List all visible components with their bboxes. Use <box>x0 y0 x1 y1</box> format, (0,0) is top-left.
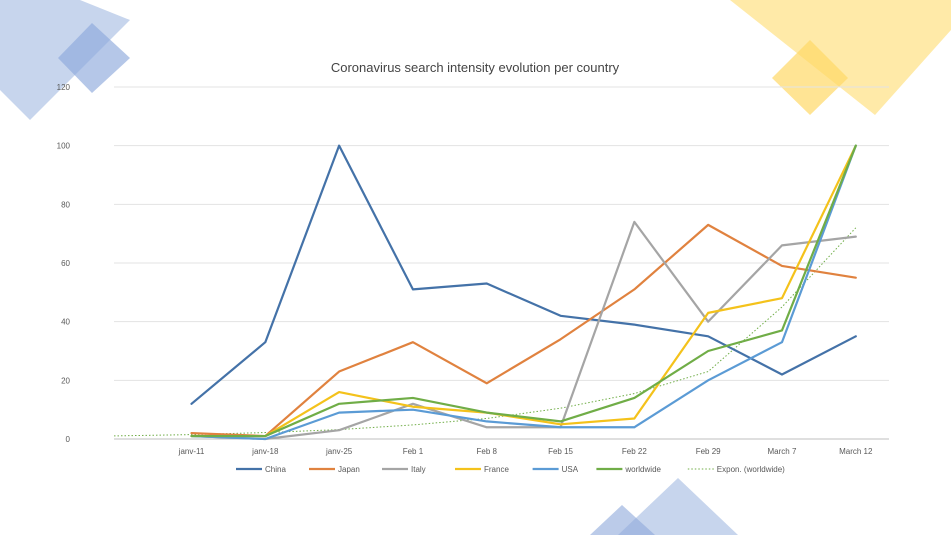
x-tick-label: Feb 15 <box>548 447 573 456</box>
decor-diamond-top-right-large <box>730 0 951 115</box>
y-tick-label: 40 <box>61 318 70 327</box>
decor-diamond-top-right-small <box>772 40 848 115</box>
series-line-usa <box>190 144 857 441</box>
legend: China Japan Italy France USA worldwide Expon. … <box>236 465 785 474</box>
x-tick-label: Feb 29 <box>696 447 721 456</box>
series-line-japan <box>190 223 857 438</box>
series-line-italy <box>190 220 857 441</box>
y-tick-label: 100 <box>57 142 71 151</box>
y-tick-label: 0 <box>66 435 71 444</box>
legend-label: Japan <box>338 465 360 474</box>
x-tick-label: janv-18 <box>251 447 279 456</box>
legend-label: France <box>484 465 509 474</box>
y-axis: 0 20 40 60 80 100 120 <box>57 83 71 444</box>
series-line-france <box>190 144 857 438</box>
series-line-worldwide <box>190 144 857 438</box>
decor-diamond-bottom-large <box>618 478 738 535</box>
x-tick-label: Feb 22 <box>622 447 647 456</box>
x-tick-label: janv-25 <box>325 447 353 456</box>
legend-label: USA <box>562 465 579 474</box>
series-line-china <box>190 144 857 405</box>
legend-label: Expon. (worldwide) <box>717 465 785 474</box>
legend-label: Italy <box>411 465 426 474</box>
x-tick-label: janv-11 <box>178 447 205 456</box>
x-tick-label: March 12 <box>839 447 873 456</box>
y-tick-label: 80 <box>61 200 70 209</box>
x-tick-label: Feb 1 <box>403 447 424 456</box>
chart-title: Coronavirus search intensity evolution p… <box>331 60 620 75</box>
x-axis: janv-11 janv-18 janv-25 Feb 1 Feb 8 Feb 15 Feb… <box>178 447 873 456</box>
legend-label: China <box>265 465 286 474</box>
y-tick-label: 120 <box>57 83 71 92</box>
x-tick-label: March 7 <box>768 447 797 456</box>
y-tick-label: 20 <box>61 376 70 385</box>
x-tick-label: Feb 8 <box>477 447 498 456</box>
grid <box>114 86 889 440</box>
trendline-worldwide <box>113 227 857 437</box>
series-lines <box>113 144 857 441</box>
legend-label: worldwide <box>624 465 661 474</box>
decor-diamond-bottom-small <box>590 505 655 535</box>
decor-diamond-top-left-small <box>58 23 130 93</box>
y-tick-label: 60 <box>61 259 70 268</box>
